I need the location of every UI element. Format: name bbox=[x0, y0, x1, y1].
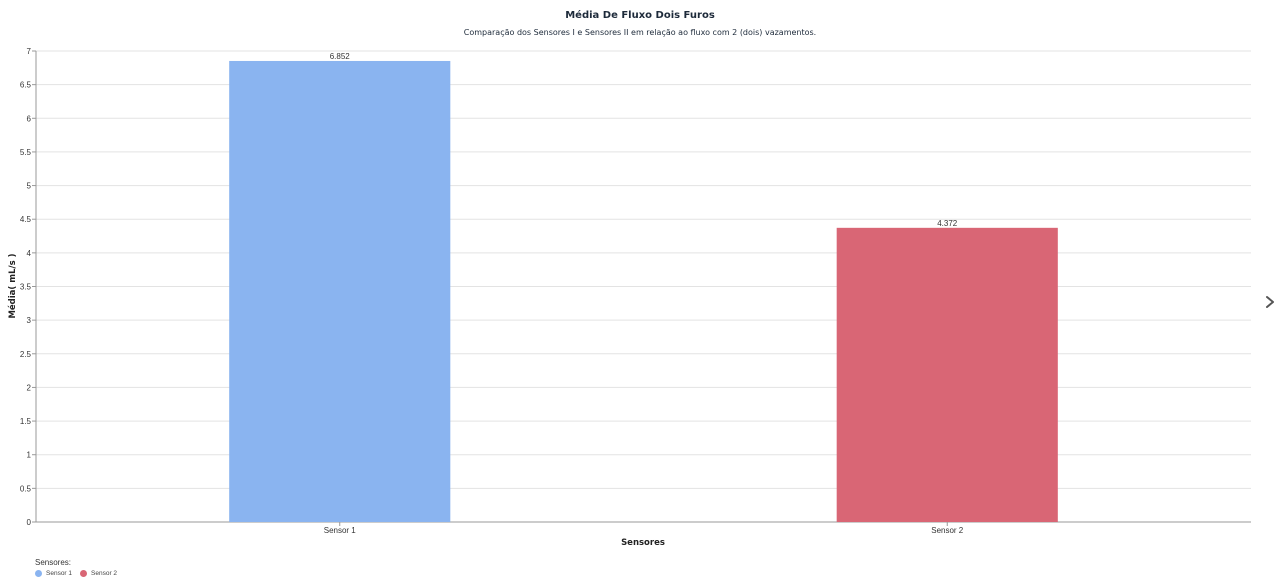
y-tick-label: 1.5 bbox=[20, 417, 32, 426]
y-tick-label: 6.5 bbox=[20, 81, 32, 90]
labels: 0 0.5 1 1.5 2 2.5 3 3.5 4 4.5 5 5.5 6 6.5 7 6.852 Sensor… bbox=[20, 47, 964, 535]
legend: Sensores: Sensor 1 Sensor 2 bbox=[35, 558, 117, 577]
y-tick-label: 6 bbox=[27, 114, 32, 123]
grid-lines bbox=[36, 50, 1251, 489]
y-tick-label: 5 bbox=[27, 182, 32, 191]
legend-swatch-sensor-1 bbox=[35, 570, 42, 577]
y-tick-label: 0 bbox=[27, 518, 32, 527]
y-tick-label: 3 bbox=[27, 316, 32, 325]
y-tick-label: 4.5 bbox=[20, 215, 32, 224]
y-tick-label: 5.5 bbox=[20, 148, 32, 157]
y-axis-title: Média( mL/s ) bbox=[7, 253, 18, 318]
legend-swatch-sensor-2 bbox=[80, 570, 88, 577]
y-tick-label: 0.5 bbox=[20, 484, 32, 493]
y-tick-label: 2.5 bbox=[20, 350, 32, 359]
y-tick-label: 7 bbox=[27, 47, 32, 56]
bar-sensor-2[interactable] bbox=[836, 227, 1058, 523]
chart-title: Média De Fluxo Dois Furos bbox=[565, 10, 715, 21]
y-tick-label: 2 bbox=[27, 383, 32, 392]
bars bbox=[229, 60, 1058, 523]
chart-subtitle: Comparação dos Sensores I e Sensores II … bbox=[463, 28, 817, 37]
next-chart-button[interactable] bbox=[1262, 292, 1278, 312]
x-tick-label: Sensor 2 bbox=[931, 526, 964, 535]
x-axis-title: Sensores bbox=[621, 538, 665, 548]
y-tick-label: 1 bbox=[27, 451, 32, 460]
bar-sensor-1[interactable] bbox=[229, 60, 451, 523]
y-tick-label: 3.5 bbox=[20, 283, 32, 292]
chevron-right-icon bbox=[1266, 296, 1274, 308]
data-label: 6.852 bbox=[330, 52, 351, 61]
legend-label-sensor-2: Sensor 2 bbox=[91, 570, 118, 577]
x-tick-label: Sensor 1 bbox=[324, 526, 357, 535]
y-tick-label: 4 bbox=[27, 249, 32, 258]
legend-item-sensor-1[interactable]: Sensor 1 bbox=[35, 570, 72, 577]
legend-item-sensor-2[interactable]: Sensor 2 bbox=[80, 570, 117, 577]
legend-label-sensor-1: Sensor 1 bbox=[46, 570, 73, 577]
legend-items: Sensor 1 Sensor 2 bbox=[35, 570, 117, 577]
data-label: 4.372 bbox=[937, 219, 958, 228]
legend-title: Sensores: bbox=[35, 558, 72, 567]
